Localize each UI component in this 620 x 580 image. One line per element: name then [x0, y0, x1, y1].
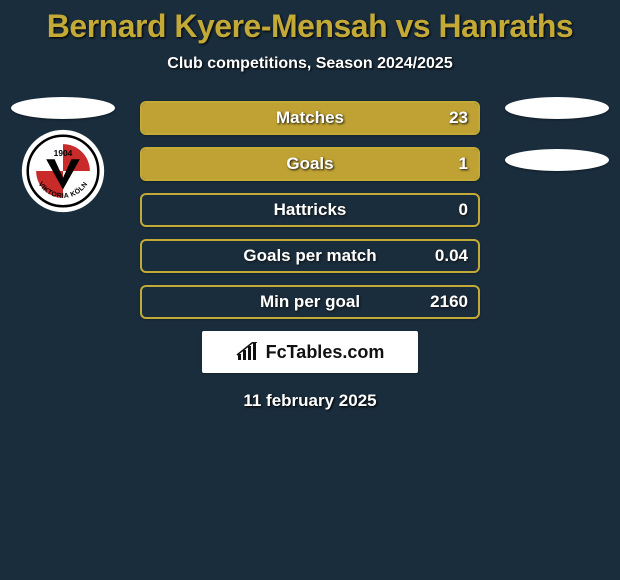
- stat-label: Goals per match: [142, 246, 478, 266]
- stat-value: 23: [449, 108, 468, 128]
- right-player-ellipse-2: [505, 149, 609, 171]
- right-player-ellipse-1: [505, 97, 609, 119]
- comparison-panel: 1904 VIKTORIA KÖLN Matches 23: [0, 101, 620, 411]
- stat-value: 2160: [430, 292, 468, 312]
- stat-label: Goals: [142, 154, 478, 174]
- chart-icon: [236, 342, 260, 362]
- left-player-column: 1904 VIKTORIA KÖLN: [8, 97, 118, 213]
- stat-value: 1: [459, 154, 468, 174]
- page-subtitle: Club competitions, Season 2024/2025: [0, 55, 620, 73]
- stat-bar-goals-per-match: Goals per match 0.04: [140, 239, 480, 273]
- page-title: Bernard Kyere-Mensah vs Hanraths: [0, 8, 620, 45]
- club-year: 1904: [54, 148, 73, 158]
- stat-bar-min-per-goal: Min per goal 2160: [140, 285, 480, 319]
- stat-bar-hattricks: Hattricks 0: [140, 193, 480, 227]
- stats-bars: Matches 23 Goals 1 Hattricks 0 Goals per…: [140, 101, 480, 319]
- brand-text: FcTables.com: [266, 342, 385, 363]
- stat-bar-matches: Matches 23: [140, 101, 480, 135]
- stat-bar-goals: Goals 1: [140, 147, 480, 181]
- stat-value: 0: [459, 200, 468, 220]
- right-player-column: [502, 97, 612, 171]
- stat-label: Matches: [142, 108, 478, 128]
- brand-box: FcTables.com: [202, 331, 418, 373]
- date-text: 11 february 2025: [0, 391, 620, 411]
- stat-value: 0.04: [435, 246, 468, 266]
- left-player-ellipse: [11, 97, 115, 119]
- left-club-logo: 1904 VIKTORIA KÖLN: [21, 129, 105, 213]
- stat-label: Min per goal: [142, 292, 478, 312]
- stat-label: Hattricks: [142, 200, 478, 220]
